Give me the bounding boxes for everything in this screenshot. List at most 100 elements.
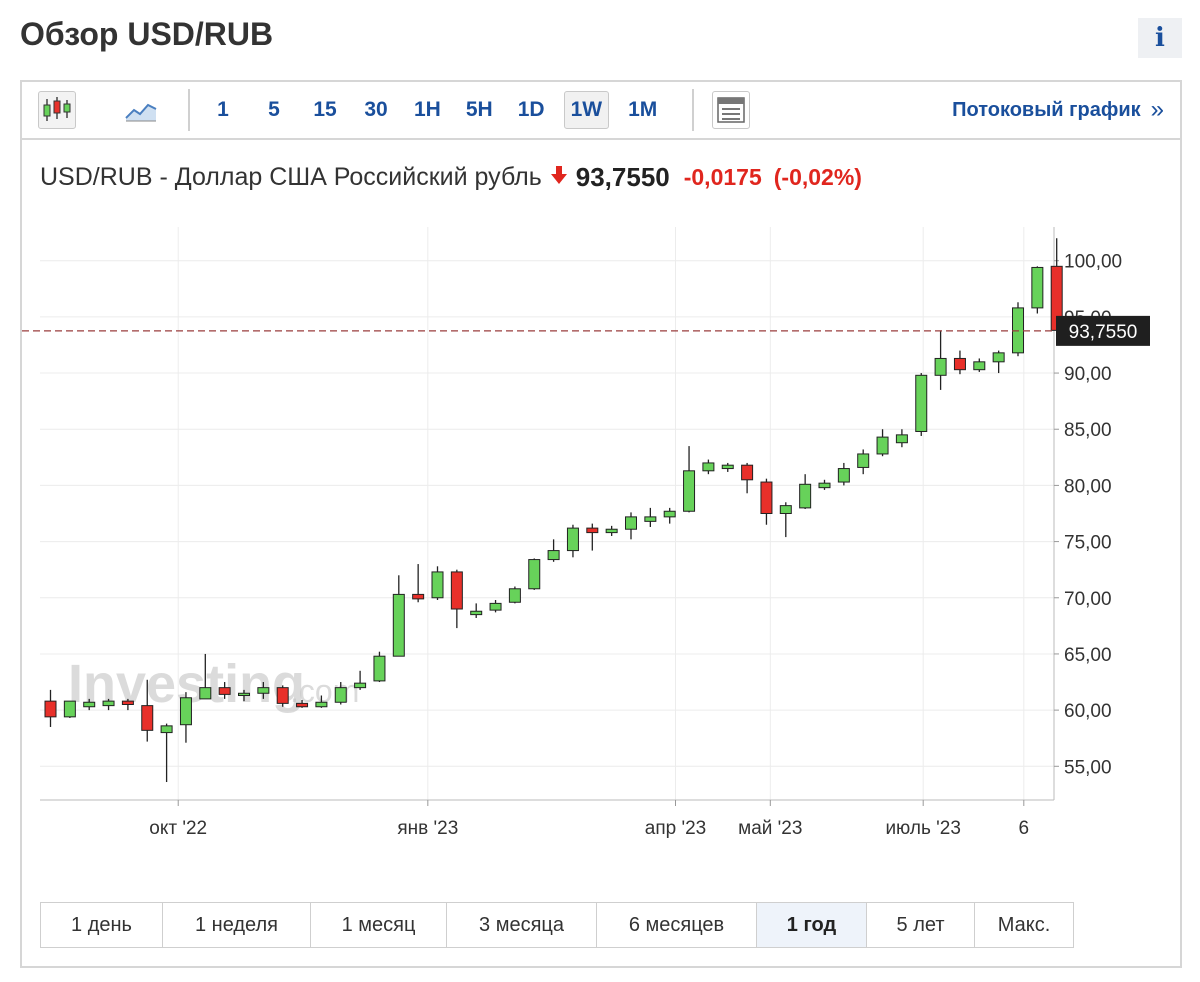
candle-body[interactable] xyxy=(315,701,328,708)
candle-body[interactable] xyxy=(508,588,521,603)
range-button[interactable]: 1 день xyxy=(41,903,163,947)
streaming-chart-link[interactable]: Потоковый график » xyxy=(952,96,1164,124)
candle-body[interactable] xyxy=(489,602,502,611)
interval-1w[interactable]: 1W xyxy=(563,91,610,129)
candle-body[interactable] xyxy=(528,559,541,590)
y-tick-label: 55,00 xyxy=(1064,757,1112,778)
candle-body[interactable] xyxy=(586,527,599,534)
interval-5[interactable]: 5 xyxy=(268,98,280,121)
instrument-name: USD/RUB - Доллар США Российский рубль xyxy=(40,163,542,191)
candle-body[interactable] xyxy=(63,700,76,718)
x-tick-label: май '23 xyxy=(738,818,802,839)
x-tick-label: окт '22 xyxy=(149,818,207,839)
info-button[interactable]: i xyxy=(1138,18,1182,58)
candle-body[interactable] xyxy=(470,610,483,616)
candle-body[interactable] xyxy=(450,571,463,610)
candle-body[interactable] xyxy=(992,352,1005,363)
range-button[interactable]: 1 год xyxy=(757,903,867,947)
interval-1h[interactable]: 1H xyxy=(414,98,441,121)
last-price: 93,7550 xyxy=(575,162,670,192)
candle-body[interactable] xyxy=(218,687,231,695)
candle-body[interactable] xyxy=(412,593,425,600)
y-tick-label: 100,00 xyxy=(1064,252,1122,273)
y-tick-label: 75,00 xyxy=(1064,533,1112,554)
candle-body[interactable] xyxy=(179,697,192,726)
candle-body[interactable] xyxy=(818,482,831,489)
candle-body[interactable] xyxy=(392,593,405,657)
candle-body[interactable] xyxy=(953,357,966,371)
x-tick-label: апр '23 xyxy=(645,818,706,839)
candle-body[interactable] xyxy=(915,374,928,432)
y-tick-label: 60,00 xyxy=(1064,701,1112,722)
candle-body[interactable] xyxy=(373,655,386,682)
candle-body[interactable] xyxy=(644,516,657,522)
double-chevron-right-icon: » xyxy=(1150,96,1164,123)
page-title: Обзор USD/RUB xyxy=(20,16,274,52)
candle-body[interactable] xyxy=(837,468,850,483)
interval-5h[interactable]: 5H xyxy=(465,98,493,121)
candle-body[interactable] xyxy=(760,481,773,514)
candle-body[interactable] xyxy=(354,682,367,689)
candle-body[interactable] xyxy=(857,453,870,468)
candle-body[interactable] xyxy=(799,483,812,509)
candle-body[interactable] xyxy=(83,701,96,708)
candle-body[interactable] xyxy=(605,528,618,534)
chart-toolbar: 1 5 15 30 1H 5H 1D 1W 1M Потоковый график » xyxy=(22,82,1180,140)
candle-body[interactable] xyxy=(199,687,212,700)
y-tick-label: 80,00 xyxy=(1064,476,1112,497)
candle-body[interactable] xyxy=(566,527,579,552)
y-tick-label: 65,00 xyxy=(1064,645,1112,666)
candle-body[interactable] xyxy=(276,687,289,704)
candle-body[interactable] xyxy=(257,687,270,694)
candle-body[interactable] xyxy=(663,510,676,518)
candle-body[interactable] xyxy=(44,700,57,718)
candle-body[interactable] xyxy=(779,505,792,514)
candle-body[interactable] xyxy=(702,462,715,472)
candle-body[interactable] xyxy=(973,361,986,371)
current-price-label: 93,7550 xyxy=(1069,322,1138,343)
candlestick-chart-icon[interactable] xyxy=(38,91,76,129)
interval-15[interactable]: 15 xyxy=(313,98,337,121)
candle-body[interactable] xyxy=(1031,266,1044,309)
range-button[interactable]: 6 месяцев xyxy=(597,903,757,947)
x-tick-label: июль '23 xyxy=(885,818,960,839)
line-chart-icon[interactable] xyxy=(122,91,160,129)
candlestick-chart[interactable]: Investing.com55,0060,0065,0070,0075,0080… xyxy=(22,82,1180,882)
candle-body[interactable] xyxy=(683,470,696,512)
range-button[interactable]: 1 неделя xyxy=(163,903,311,947)
interval-1d[interactable]: 1D xyxy=(517,98,545,121)
candle-body[interactable] xyxy=(121,700,134,705)
chart-layout-icon[interactable] xyxy=(712,91,751,129)
candle-body[interactable] xyxy=(102,700,115,707)
candle-body[interactable] xyxy=(895,434,908,444)
range-button[interactable]: 5 лет xyxy=(867,903,975,947)
x-tick-label: янв '23 xyxy=(397,818,458,839)
streaming-chart-label: Потоковый график xyxy=(952,98,1141,121)
range-button[interactable]: 3 месяца xyxy=(447,903,597,947)
candle-body[interactable] xyxy=(296,702,309,708)
candle-body[interactable] xyxy=(721,464,734,470)
candle-body[interactable] xyxy=(547,550,560,561)
candle-body[interactable] xyxy=(141,705,154,731)
quote-header: USD/RUB - Доллар США Российский рубль 93… xyxy=(40,162,862,193)
candle-body[interactable] xyxy=(160,725,173,734)
y-tick-label: 85,00 xyxy=(1064,420,1112,441)
price-change-percent: (-0,02%) xyxy=(773,164,862,190)
time-range-selector: 1 день 1 неделя 1 месяц 3 месяца 6 месяцев 1 … xyxy=(40,902,1074,948)
interval-30[interactable]: 30 xyxy=(364,98,388,121)
interval-1m[interactable]: 1M xyxy=(628,98,658,121)
range-button[interactable]: 1 месяц xyxy=(311,903,447,947)
candle-body[interactable] xyxy=(334,687,347,703)
current-price-tag xyxy=(1056,315,1150,346)
candle-body[interactable] xyxy=(238,692,250,697)
arrow-down-icon xyxy=(550,163,568,192)
candle-body[interactable] xyxy=(625,516,637,530)
candle-body[interactable] xyxy=(741,464,754,481)
candle-body[interactable] xyxy=(876,436,889,455)
candle-body[interactable] xyxy=(934,357,947,376)
interval-1[interactable]: 1 xyxy=(217,98,229,121)
range-button[interactable]: Макс. xyxy=(975,903,1073,947)
candle-body[interactable] xyxy=(431,571,444,599)
x-tick-label: 6 xyxy=(1019,818,1030,839)
toolbar-divider xyxy=(692,89,695,131)
